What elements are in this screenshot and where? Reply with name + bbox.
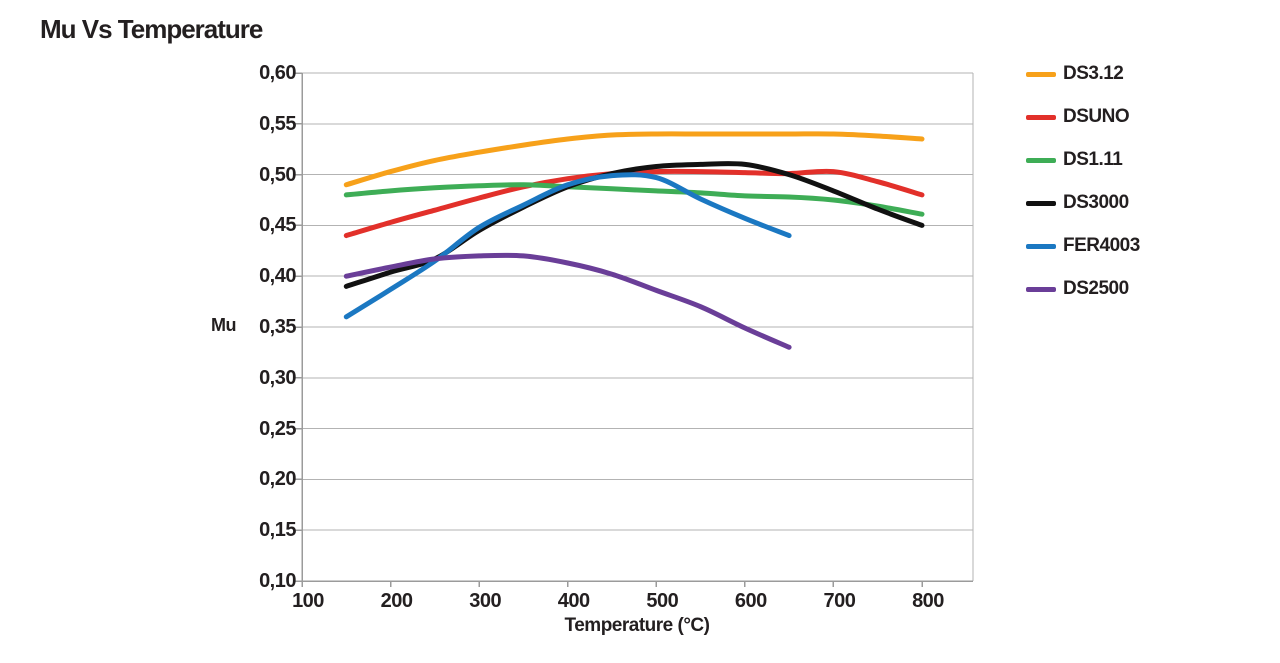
x-tick-label: 200 <box>380 590 413 612</box>
chart-title: Mu Vs Temperature <box>40 14 263 44</box>
y-tick-label: 0,55 <box>259 112 296 135</box>
y-tick-label: 0,25 <box>259 417 296 440</box>
series-line-DSUNO <box>343 168 925 239</box>
x-tick-label: 100 <box>292 590 324 612</box>
legend-swatch-icon <box>1026 114 1056 120</box>
y-tick-label: 0,40 <box>259 265 296 288</box>
legend-label: DSUNO <box>1063 106 1130 127</box>
y-tick-label: 0,10 <box>259 570 296 592</box>
y-tick-label: 0,35 <box>259 316 296 338</box>
series-line-DS1.11 <box>343 182 925 217</box>
y-tick-label: 0,15 <box>259 519 296 542</box>
legend-item-DS3.12: DS3.12 <box>1026 62 1124 86</box>
legend-item-DS2500: DS2500 <box>1026 277 1129 301</box>
legend-item-FER4003: FER4003 <box>1026 234 1140 258</box>
y-tick-label: 0,45 <box>259 214 296 237</box>
y-tick-label: 0,60 <box>259 62 296 84</box>
y-axis-title: Mu <box>211 315 237 335</box>
legend-swatch-icon <box>1026 71 1056 77</box>
legend-swatch-icon <box>1026 286 1056 292</box>
y-tick-label: 0,30 <box>259 366 296 389</box>
legend-swatch-icon <box>1026 157 1056 163</box>
legend-item-DSUNO: DSUNO <box>1026 105 1130 129</box>
series-line-FER4003 <box>343 172 792 320</box>
y-tick-label: 0,50 <box>259 163 296 186</box>
legend-item-DS3000: DS3000 <box>1026 191 1129 215</box>
x-tick-label: 800 <box>912 590 944 612</box>
legend-swatch-icon <box>1026 200 1056 206</box>
x-axis-title: Temperature (°C) <box>564 615 710 636</box>
y-tick-label: 0,20 <box>259 468 296 491</box>
x-tick-label: 700 <box>823 590 856 612</box>
legend-swatch-icon <box>1026 243 1056 249</box>
legend-label: DS1.11 <box>1063 149 1123 170</box>
x-tick-label: 500 <box>646 590 679 612</box>
x-tick-label: 600 <box>734 590 767 612</box>
legend-label: DS3.12 <box>1063 63 1124 84</box>
legend-label: DS2500 <box>1063 278 1129 299</box>
legend-label: DS3000 <box>1063 192 1129 213</box>
legend-label: FER4003 <box>1063 235 1140 256</box>
legend-item-DS1.11: DS1.11 <box>1026 148 1123 172</box>
x-tick-label: 400 <box>557 590 590 612</box>
x-tick-label: 300 <box>469 590 502 612</box>
series-line-DS3.12 <box>343 131 925 188</box>
series-line-DS2500 <box>343 252 792 350</box>
